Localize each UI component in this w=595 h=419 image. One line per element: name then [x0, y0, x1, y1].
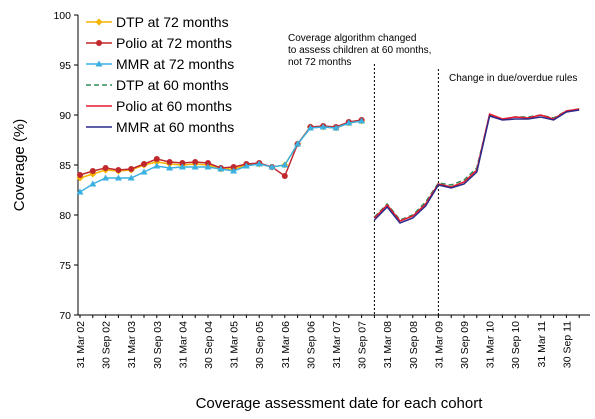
- annotation: not 72 months: [288, 57, 351, 68]
- marker: [127, 174, 135, 181]
- x-tick-label: 31 Mar 11: [536, 321, 548, 368]
- marker: [230, 164, 237, 170]
- legend-label: MMR at 72 months: [116, 56, 234, 72]
- annotation: Change in due/overdue rules: [449, 73, 577, 84]
- marker: [306, 124, 314, 131]
- x-tick-label: 30 Sep 07: [357, 321, 369, 369]
- marker: [102, 165, 109, 171]
- x-tick-label: 31 Mar 10: [485, 321, 497, 368]
- legend-label: MMR at 60 months: [116, 119, 234, 135]
- marker: [332, 124, 340, 131]
- x-tick-label: 31 Mar 08: [382, 321, 394, 368]
- marker: [166, 159, 173, 165]
- series-line: [373, 108, 580, 221]
- x-tick-label: 30 Sep 11: [561, 321, 573, 368]
- x-tick-label: 31 Mar 03: [126, 321, 138, 368]
- marker: [358, 117, 366, 124]
- marker: [281, 173, 288, 179]
- marker: [191, 163, 199, 170]
- x-tick-label: 30 Sep 08: [408, 321, 420, 369]
- y-tick-label: 75: [59, 260, 71, 272]
- marker: [95, 18, 103, 26]
- y-tick-label: 95: [59, 60, 71, 72]
- legend-label: DTP at 60 months: [116, 77, 229, 93]
- y-tick-label: 90: [59, 110, 71, 122]
- y-tick-label: 85: [59, 160, 71, 172]
- x-tick-label: 30 Sep 09: [459, 321, 471, 369]
- x-tick-label: 30 Sep 05: [254, 321, 266, 369]
- series-line: [373, 109, 580, 224]
- marker: [95, 60, 103, 67]
- legend-label: Polio at 72 months: [116, 35, 232, 51]
- marker: [294, 140, 302, 147]
- marker: [204, 163, 212, 170]
- x-tick-label: 31 Mar 05: [229, 321, 241, 368]
- annotation: to assess children at 60 months,: [288, 45, 431, 56]
- y-tick-label: 70: [59, 310, 71, 322]
- marker: [96, 40, 102, 46]
- x-tick-label: 30 Sep 02: [101, 321, 113, 369]
- marker: [140, 168, 148, 175]
- x-tick-label: 31 Mar 02: [75, 321, 87, 368]
- marker: [115, 167, 122, 173]
- x-axis-label: Coverage assessment date for each cohort: [196, 395, 484, 412]
- marker: [153, 162, 161, 169]
- marker: [102, 174, 110, 181]
- legend-label: DTP at 72 months: [116, 14, 229, 30]
- marker: [192, 159, 199, 165]
- marker: [166, 164, 174, 171]
- marker: [281, 161, 289, 168]
- marker: [76, 188, 84, 195]
- marker: [205, 160, 211, 166]
- legend-label: Polio at 60 months: [116, 98, 232, 114]
- marker: [153, 156, 160, 162]
- x-tick-label: 31 Mar 09: [433, 321, 445, 368]
- marker: [319, 123, 327, 130]
- x-tick-label: 30 Sep 10: [510, 321, 522, 369]
- x-tick-label: 30 Sep 04: [203, 321, 215, 369]
- x-tick-label: 31 Mar 06: [280, 321, 292, 368]
- marker: [345, 119, 353, 126]
- marker: [230, 167, 238, 174]
- marker: [242, 162, 250, 169]
- marker: [128, 166, 135, 172]
- x-tick-label: 30 Sep 03: [152, 321, 164, 369]
- annotation: Coverage algorithm changed: [288, 33, 416, 44]
- marker: [89, 180, 97, 187]
- marker: [255, 160, 263, 167]
- marker: [179, 160, 186, 166]
- y-tick-label: 100: [53, 10, 71, 22]
- x-tick-label: 31 Mar 07: [331, 321, 343, 368]
- marker: [141, 161, 147, 167]
- marker: [77, 172, 83, 178]
- marker: [217, 165, 225, 172]
- x-tick-label: 30 Sep 06: [305, 321, 317, 369]
- y-tick-label: 80: [59, 210, 71, 222]
- marker: [178, 163, 186, 170]
- y-axis-label: Coverage (%): [11, 119, 28, 212]
- x-tick-label: 31 Mar 04: [177, 321, 189, 368]
- marker: [89, 168, 96, 174]
- marker: [268, 163, 276, 170]
- marker: [114, 174, 122, 181]
